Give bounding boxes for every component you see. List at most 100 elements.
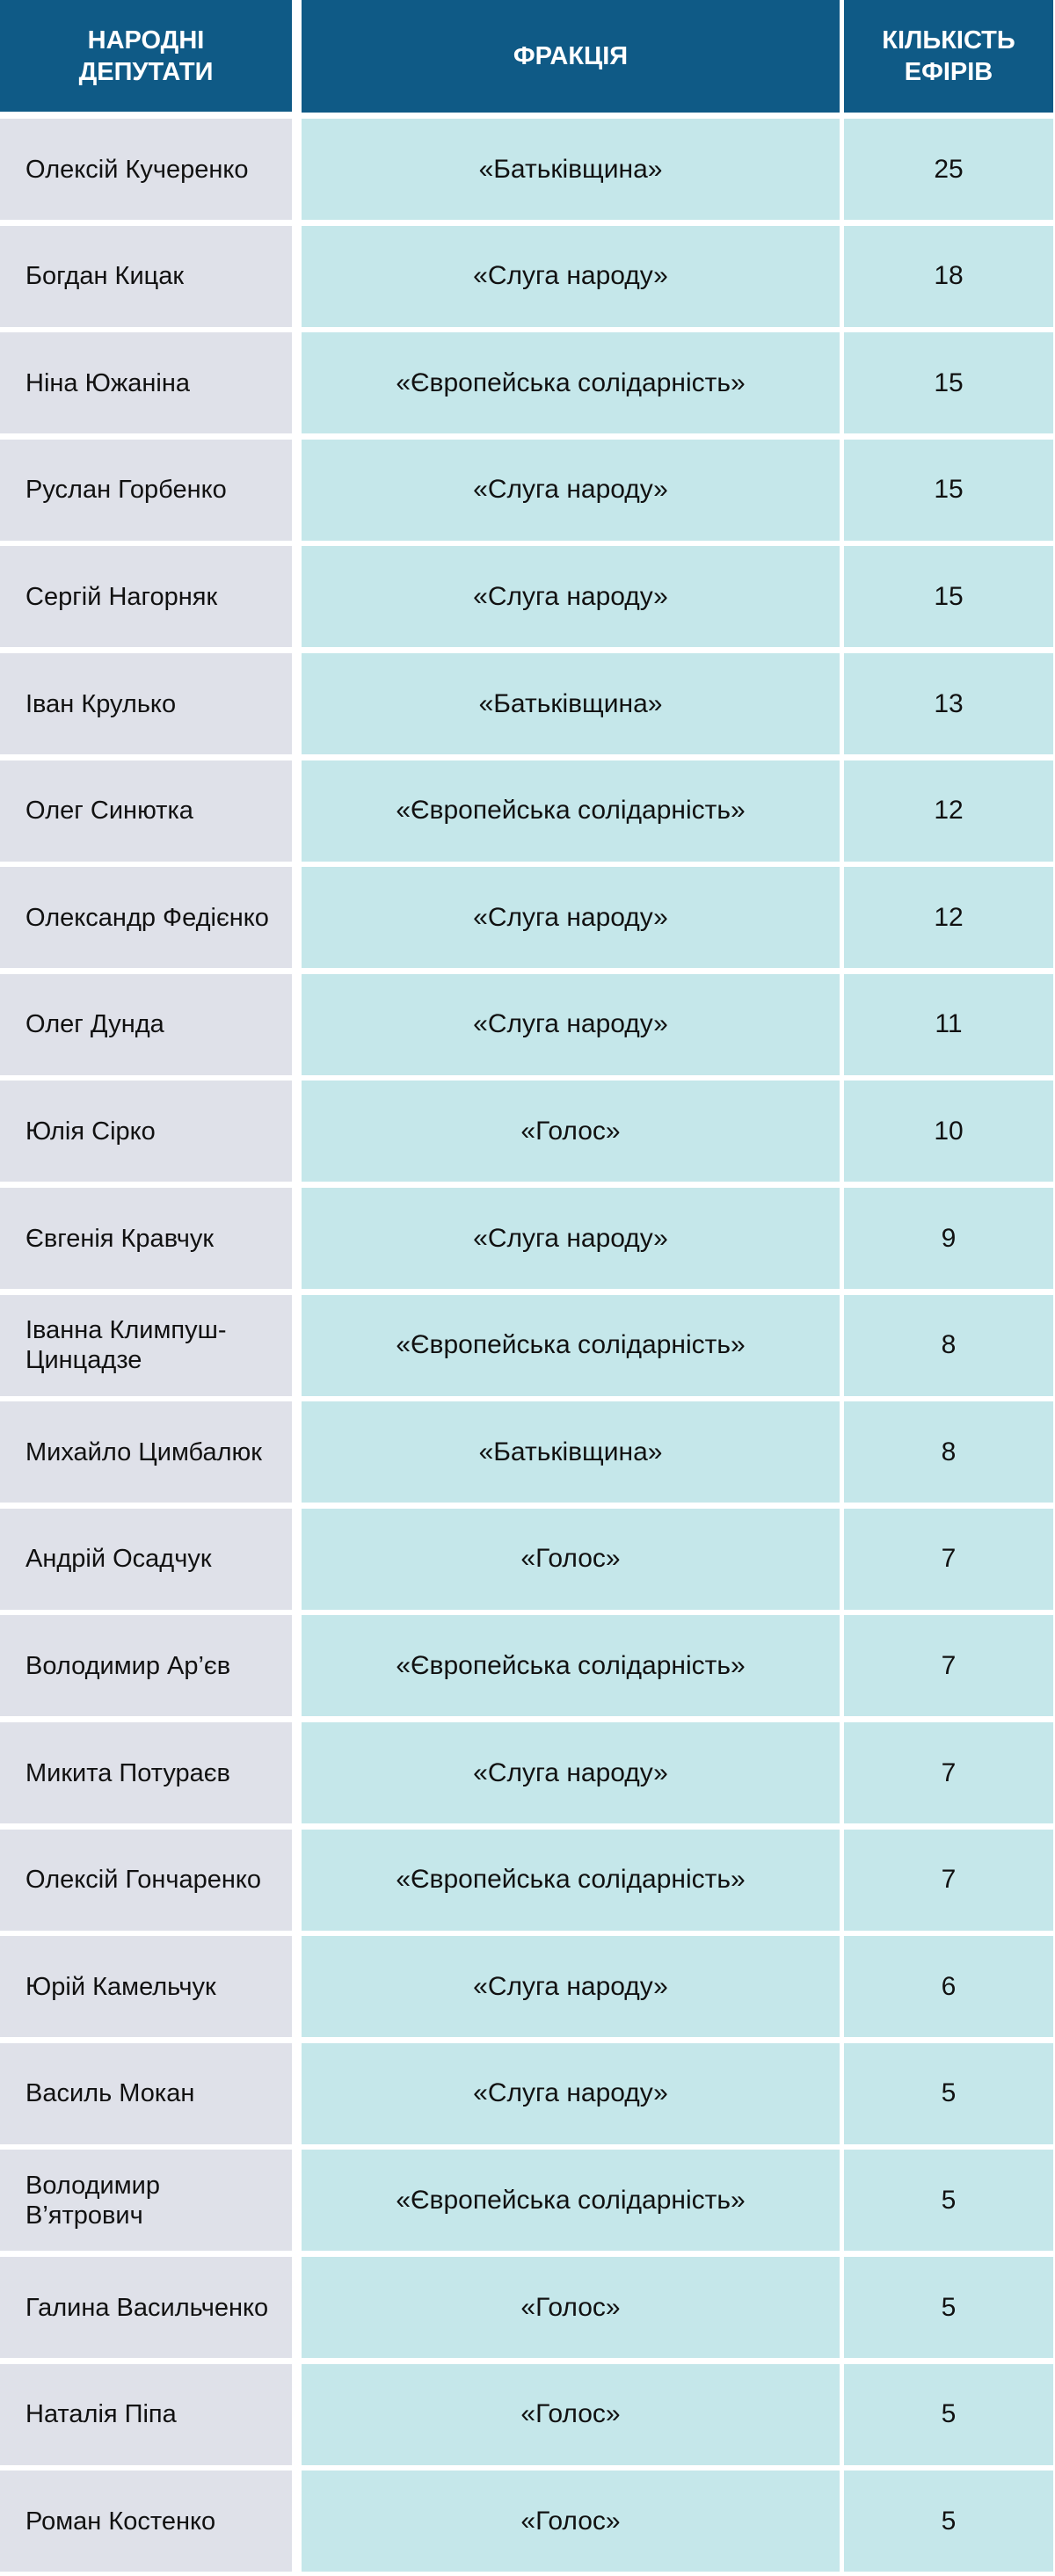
deputy-name-cell: Володимир Ар’єв — [0, 1615, 292, 1717]
faction-name: «Європейська солідарність» — [396, 2185, 746, 2215]
deputy-name: Володимир В’ятрович — [25, 2171, 160, 2230]
faction-name-cell: «Голос» — [302, 1508, 840, 1610]
deputy-name-cell: Іванна Климпуш- Цинцадзе — [0, 1294, 292, 1396]
deputy-name-cell: Василь Мокан — [0, 2042, 292, 2144]
deputy-name: Володимир Ар’єв — [25, 1651, 231, 1680]
faction-name-cell: «Слуга народу» — [302, 1722, 840, 1823]
faction-name-cell: «Слуга народу» — [302, 439, 840, 541]
faction-name: «Голос» — [520, 1116, 621, 1146]
faction-name-cell: «Слуга народу» — [302, 973, 840, 1075]
faction-name-cell: «Європейська солідарність» — [302, 332, 840, 434]
broadcast-count-cell: 18 — [844, 225, 1053, 327]
table-row: Роман Костенко «Голос» 5 — [0, 2470, 1055, 2572]
faction-name-cell: «Слуга народу» — [302, 867, 840, 969]
broadcast-count: 5 — [941, 2078, 957, 2108]
header-count-label: КІЛЬКІСТЬ ЕФІРІВ — [882, 26, 1015, 86]
table-row: Галина Васильченко «Голос» 5 — [0, 2257, 1055, 2358]
table-row: Олександр Федієнко «Слуга народу» 12 — [0, 867, 1055, 969]
broadcast-count: 15 — [934, 475, 964, 505]
deputy-name-cell: Роман Костенко — [0, 2470, 292, 2572]
deputy-name-cell: Олексій Кучеренко — [0, 119, 292, 220]
faction-name: «Європейська солідарність» — [396, 796, 746, 826]
faction-name: «Слуга народу» — [473, 1971, 668, 2001]
broadcast-count: 8 — [941, 1437, 957, 1466]
broadcast-count: 12 — [934, 902, 964, 932]
broadcast-count-cell: 15 — [844, 439, 1053, 541]
faction-name: «Європейська солідарність» — [396, 367, 746, 397]
faction-name: «Голос» — [520, 2399, 621, 2429]
broadcast-count-cell: 10 — [844, 1081, 1053, 1182]
deputy-name: Микита Потураєв — [25, 1758, 230, 1787]
faction-name: «Слуга народу» — [473, 475, 668, 505]
broadcast-count-cell: 12 — [844, 760, 1053, 862]
deputy-name-cell: Микита Потураєв — [0, 1722, 292, 1823]
table-row: Сергій Нагорняк «Слуга народу» 15 — [0, 546, 1055, 648]
faction-name: «Слуга народу» — [473, 2078, 668, 2108]
broadcast-count: 11 — [935, 1009, 963, 1039]
deputy-name: Євгенія Кравчук — [25, 1224, 215, 1253]
broadcast-count: 25 — [934, 154, 964, 184]
broadcast-count: 7 — [941, 1650, 957, 1680]
broadcast-count: 6 — [941, 1971, 957, 2001]
deputy-name: Олексій Гончаренко — [25, 1866, 262, 1895]
broadcast-count: 7 — [941, 1865, 957, 1895]
table-row: Іван Крулько «Батьківщина» 13 — [0, 653, 1055, 754]
broadcast-count-cell: 7 — [844, 1722, 1053, 1823]
deputy-name-cell: Сергій Нагорняк — [0, 546, 292, 648]
table-row: Юрій Камельчук «Слуга народу» 6 — [0, 1936, 1055, 2038]
faction-name: «Слуга народу» — [473, 581, 668, 611]
deputy-name-cell: Олег Синютка — [0, 760, 292, 862]
broadcast-count: 7 — [941, 1544, 957, 1574]
faction-name: «Слуга народу» — [473, 902, 668, 932]
broadcast-count-cell: 13 — [844, 653, 1053, 754]
deputy-name: Олексій Кучеренко — [25, 155, 249, 184]
faction-name: «Батьківщина» — [478, 154, 663, 184]
table-row: Василь Мокан «Слуга народу» 5 — [0, 2042, 1055, 2144]
faction-name-cell: «Європейська солідарність» — [302, 760, 840, 862]
table-row: Юлія Сірко «Голос» 10 — [0, 1081, 1055, 1182]
deputy-name-cell: Галина Васильченко — [0, 2257, 292, 2358]
broadcast-count: 9 — [941, 1223, 957, 1253]
broadcast-count-cell: 25 — [844, 119, 1053, 220]
faction-name: «Голос» — [520, 2292, 621, 2322]
header-deputies: НАРОДНІ ДЕПУТАТИ — [0, 0, 292, 112]
table-row: Микита Потураєв «Слуга народу» 7 — [0, 1722, 1055, 1823]
broadcast-count: 10 — [934, 1116, 964, 1146]
deputy-name: Андрій Осадчук — [25, 1545, 212, 1574]
deputy-name: Іван Крулько — [25, 689, 177, 718]
broadcast-count-cell: 15 — [844, 546, 1053, 648]
header-faction-label: ФРАКЦІЯ — [513, 42, 629, 70]
broadcast-count: 5 — [941, 2399, 957, 2429]
table-header: НАРОДНІ ДЕПУТАТИ ФРАКЦІЯ КІЛЬКІСТЬ ЕФІРІ… — [0, 0, 1055, 113]
faction-name-cell: «Голос» — [302, 2363, 840, 2465]
faction-name: «Європейська солідарність» — [396, 1330, 746, 1360]
deputy-name-cell: Юлія Сірко — [0, 1081, 292, 1182]
faction-name-cell: «Європейська солідарність» — [302, 1294, 840, 1396]
broadcast-count-cell: 5 — [844, 2150, 1053, 2252]
faction-name-cell: «Європейська солідарність» — [302, 2150, 840, 2252]
deputy-name: Юлія Сірко — [25, 1117, 156, 1146]
deputy-name-cell: Олег Дунда — [0, 973, 292, 1075]
deputy-name-cell: Олексій Гончаренко — [0, 1829, 292, 1931]
broadcast-count-cell: 12 — [844, 867, 1053, 969]
faction-name: «Слуга народу» — [473, 1009, 668, 1039]
table-row: Андрій Осадчук «Голос» 7 — [0, 1508, 1055, 1610]
broadcast-count: 7 — [941, 1757, 957, 1787]
deputy-name: Олег Дунда — [25, 1010, 164, 1039]
broadcast-count: 12 — [934, 796, 964, 826]
deputy-name-cell: Михайло Цимбалюк — [0, 1401, 292, 1503]
deputy-name-cell: Володимир В’ятрович — [0, 2150, 292, 2252]
table-row: Євгенія Кравчук «Слуга народу» 9 — [0, 1188, 1055, 1289]
deputy-name-cell: Юрій Камельчук — [0, 1936, 292, 2038]
faction-name: «Голос» — [520, 1544, 621, 1574]
faction-name: «Європейська солідарність» — [396, 1650, 746, 1680]
table-row: Богдан Кицак «Слуга народу» 18 — [0, 225, 1055, 327]
faction-name: «Голос» — [520, 2506, 621, 2536]
broadcast-count: 5 — [941, 2506, 957, 2536]
broadcast-count: 15 — [934, 581, 964, 611]
deputy-name-cell: Євгенія Кравчук — [0, 1188, 292, 1289]
deputy-name: Богдан Кицак — [25, 262, 185, 291]
broadcast-count: 8 — [941, 1330, 957, 1360]
deputy-name: Олександр Федієнко — [25, 903, 269, 932]
broadcast-count-cell: 7 — [844, 1508, 1053, 1610]
